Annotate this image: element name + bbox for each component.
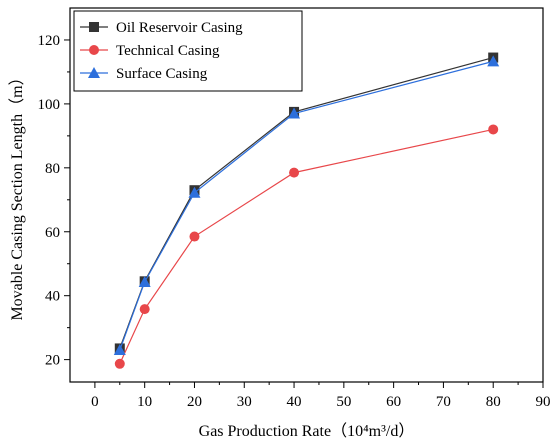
x-tick-label: 50 [336,394,351,410]
x-axis-title: Gas Production Rate（10⁴m³/d） [199,422,415,440]
legend-box [73,10,303,92]
series-triangle [113,55,500,356]
plot-border [69,7,544,383]
x-tick-label: 80 [486,394,501,410]
data-point [113,344,126,356]
legend-label: Oil Reservoir Casing [116,20,243,36]
x-tick-label: 10 [137,394,152,410]
legend-entry: Surface Casing [80,66,208,82]
legend-entry: Oil Reservoir Casing [80,20,243,36]
legend-label: Surface Casing [116,66,208,82]
x-tick-label: 30 [237,394,252,410]
x-tick-label: 20 [187,394,202,410]
data-point [289,167,300,178]
y-axis-title: Movable Casing Section Length（m） [8,69,26,320]
series-line [119,60,494,351]
x-tick-label: 40 [287,394,302,410]
series-square [114,52,499,354]
data-point [139,304,150,315]
data-point [288,107,301,119]
x-tick-label: 90 [536,394,550,410]
data-point [138,275,151,287]
x-tick-label: 70 [436,394,451,410]
legend-entry: Technical Casing [80,43,220,59]
series-circle [114,124,499,369]
series-line [119,128,494,365]
legend: Oil Reservoir Casing Technical Casing Surf… [73,10,303,92]
x-tick-label: 60 [386,394,401,410]
axes: 0 10 20 30 40 50 60 70 80 90 20 40 60 80 100 120 [38,33,550,410]
y-tick-label: 20 [45,353,60,369]
data-point [488,124,499,135]
data-point [114,358,125,369]
y-tick-label: 80 [45,161,60,177]
data-point [189,231,200,242]
data-point [487,55,500,67]
legend-marker [88,67,100,78]
legend-marker [89,22,99,32]
legend-marker [89,45,99,55]
y-tick-label: 40 [45,289,60,305]
x-tick-label: 0 [91,394,99,410]
series-group [113,52,500,369]
plot-frame [69,7,544,383]
data-point [188,186,201,198]
y-tick-label: 60 [45,225,60,241]
legend-label: Technical Casing [116,43,220,59]
series-line [119,56,494,349]
y-tick-label: 100 [38,97,61,113]
y-tick-label: 120 [38,33,61,49]
